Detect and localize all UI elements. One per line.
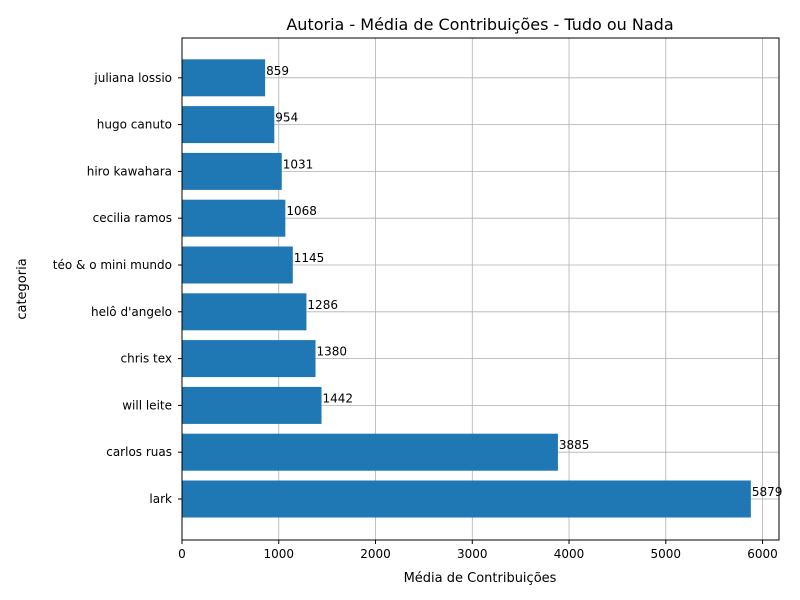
data-labels-layer: 5879 3885 1442 1380 1286 1145 1068 1031 954 859 [266, 64, 782, 499]
y-tick-label: hugo canuto [97, 118, 172, 132]
x-axis-label: Média de Contribuições [404, 571, 557, 586]
data-label: 1068 [286, 204, 317, 218]
x-tick-label: 2000 [360, 547, 391, 561]
data-label: 1442 [323, 391, 354, 405]
y-tick-label: will leite [122, 398, 172, 412]
data-label: 859 [266, 64, 289, 78]
bar [182, 152, 282, 190]
y-tick-label: chris tex [120, 352, 172, 366]
y-tick-label: cecilia ramos [93, 211, 172, 225]
data-label: 3885 [559, 438, 590, 452]
x-tick-label: 6000 [747, 547, 778, 561]
data-label: 1145 [294, 251, 325, 265]
x-tick-label: 5000 [651, 547, 682, 561]
bar [182, 246, 293, 284]
y-tick-label: helô d'angelo [91, 305, 172, 319]
y-tick-label: hiro kawahara [87, 164, 172, 178]
bar [182, 293, 307, 331]
y-axis-ticks: lark carlos ruas will leite chris tex helô d… [53, 71, 182, 506]
data-label: 1031 [283, 157, 314, 171]
plot-frame [181, 37, 780, 541]
y-axis-label: categoria [15, 258, 30, 319]
data-label: 1380 [317, 345, 348, 359]
x-tick-label: 0 [178, 547, 186, 561]
x-tick-label: 1000 [263, 547, 294, 561]
bar [182, 106, 275, 144]
chart-title: Autoria - Média de Contribuições - Tudo … [286, 15, 673, 34]
y-tick-label: téo & o mini mundo [53, 258, 172, 272]
y-tick-label: juliana lossio [93, 71, 172, 85]
bar [182, 433, 558, 471]
bars-layer [182, 59, 751, 518]
data-label: 1286 [307, 298, 338, 312]
bar [182, 59, 266, 97]
bar [182, 199, 286, 237]
bar [182, 340, 316, 378]
y-tick-label: carlos ruas [106, 445, 172, 459]
bar [182, 386, 322, 424]
bar [182, 480, 751, 518]
x-tick-label: 3000 [457, 547, 488, 561]
x-axis-ticks: 0 1000 2000 3000 4000 5000 6000 [178, 540, 778, 561]
data-label: 954 [275, 111, 298, 125]
data-label: 5879 [752, 485, 783, 499]
y-tick-label: lark [149, 492, 172, 506]
x-tick-label: 4000 [554, 547, 585, 561]
